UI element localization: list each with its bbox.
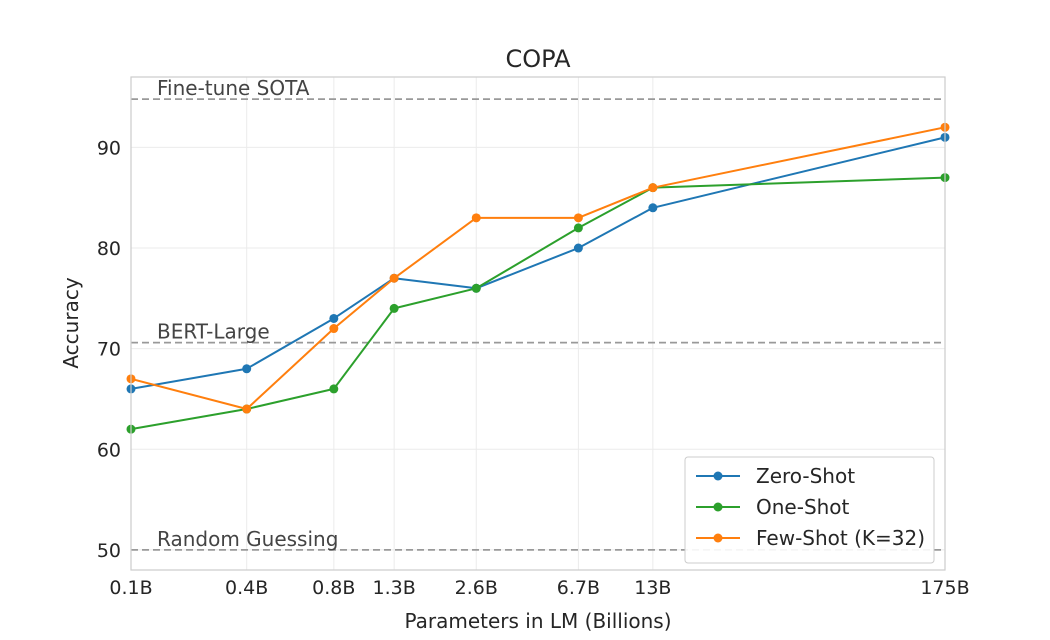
- data-point: [471, 283, 481, 293]
- data-series: [126, 122, 950, 434]
- data-point: [648, 183, 658, 193]
- legend-label: Few-Shot (K=32): [756, 526, 925, 550]
- data-point: [648, 203, 658, 213]
- x-axis-ticks: 0.1B 0.4B 0.8B 1.3B 2.6B 6.7B 13B 175B: [109, 577, 969, 599]
- y-axis-label: Accuracy: [59, 277, 83, 368]
- x-tick-label: 0.4B: [225, 577, 268, 599]
- plot-frame: [130, 76, 946, 571]
- data-point: [329, 384, 339, 394]
- series-line: [130, 136, 946, 390]
- legend-marker: [713, 471, 723, 481]
- data-point: [573, 213, 583, 223]
- y-tick-label: 50: [97, 540, 121, 562]
- x-axis-label: Parameters in LM (Billions): [404, 609, 671, 633]
- series: [126, 122, 950, 414]
- y-tick-label: 60: [97, 439, 121, 461]
- data-point: [573, 223, 583, 233]
- data-point: [329, 313, 339, 323]
- series-line: [130, 176, 946, 431]
- reference-line-label: BERT-Large: [157, 320, 270, 344]
- legend-marker: [713, 502, 723, 512]
- data-point: [573, 243, 583, 253]
- reference-line-label: Random Guessing: [157, 527, 338, 551]
- x-tick-label: 0.1B: [109, 577, 152, 599]
- legend-label: Zero-Shot: [756, 464, 855, 488]
- data-point: [471, 213, 481, 223]
- x-tick-label: 175B: [920, 577, 969, 599]
- x-tick-label: 6.7B: [557, 577, 600, 599]
- data-point: [242, 364, 252, 374]
- x-tick-label: 1.3B: [373, 577, 416, 599]
- y-tick-label: 80: [97, 238, 121, 260]
- x-tick-label: 2.6B: [455, 577, 498, 599]
- y-tick-label: 70: [97, 339, 121, 361]
- x-tick-label: 0.8B: [312, 577, 355, 599]
- data-point: [329, 324, 339, 334]
- data-point: [242, 404, 252, 414]
- y-axis-ticks: 50 60 70 80 90: [97, 137, 121, 561]
- series: [126, 132, 950, 394]
- legend-marker: [713, 533, 723, 543]
- series-line: [130, 126, 946, 411]
- reference-lines: Fine-tune SOTA BERT-Large Random Guessing: [131, 76, 945, 551]
- x-tick-label: 13B: [634, 577, 671, 599]
- legend: Zero-Shot One-Shot Few-Shot (K=32): [684, 456, 935, 564]
- data-point: [389, 303, 399, 313]
- y-tick-label: 90: [97, 137, 121, 159]
- legend-label: One-Shot: [756, 495, 850, 519]
- reference-line-label: Fine-tune SOTA: [157, 76, 310, 100]
- data-point: [389, 273, 399, 283]
- chart-title: COPA: [505, 45, 571, 73]
- legend-box: [684, 456, 935, 564]
